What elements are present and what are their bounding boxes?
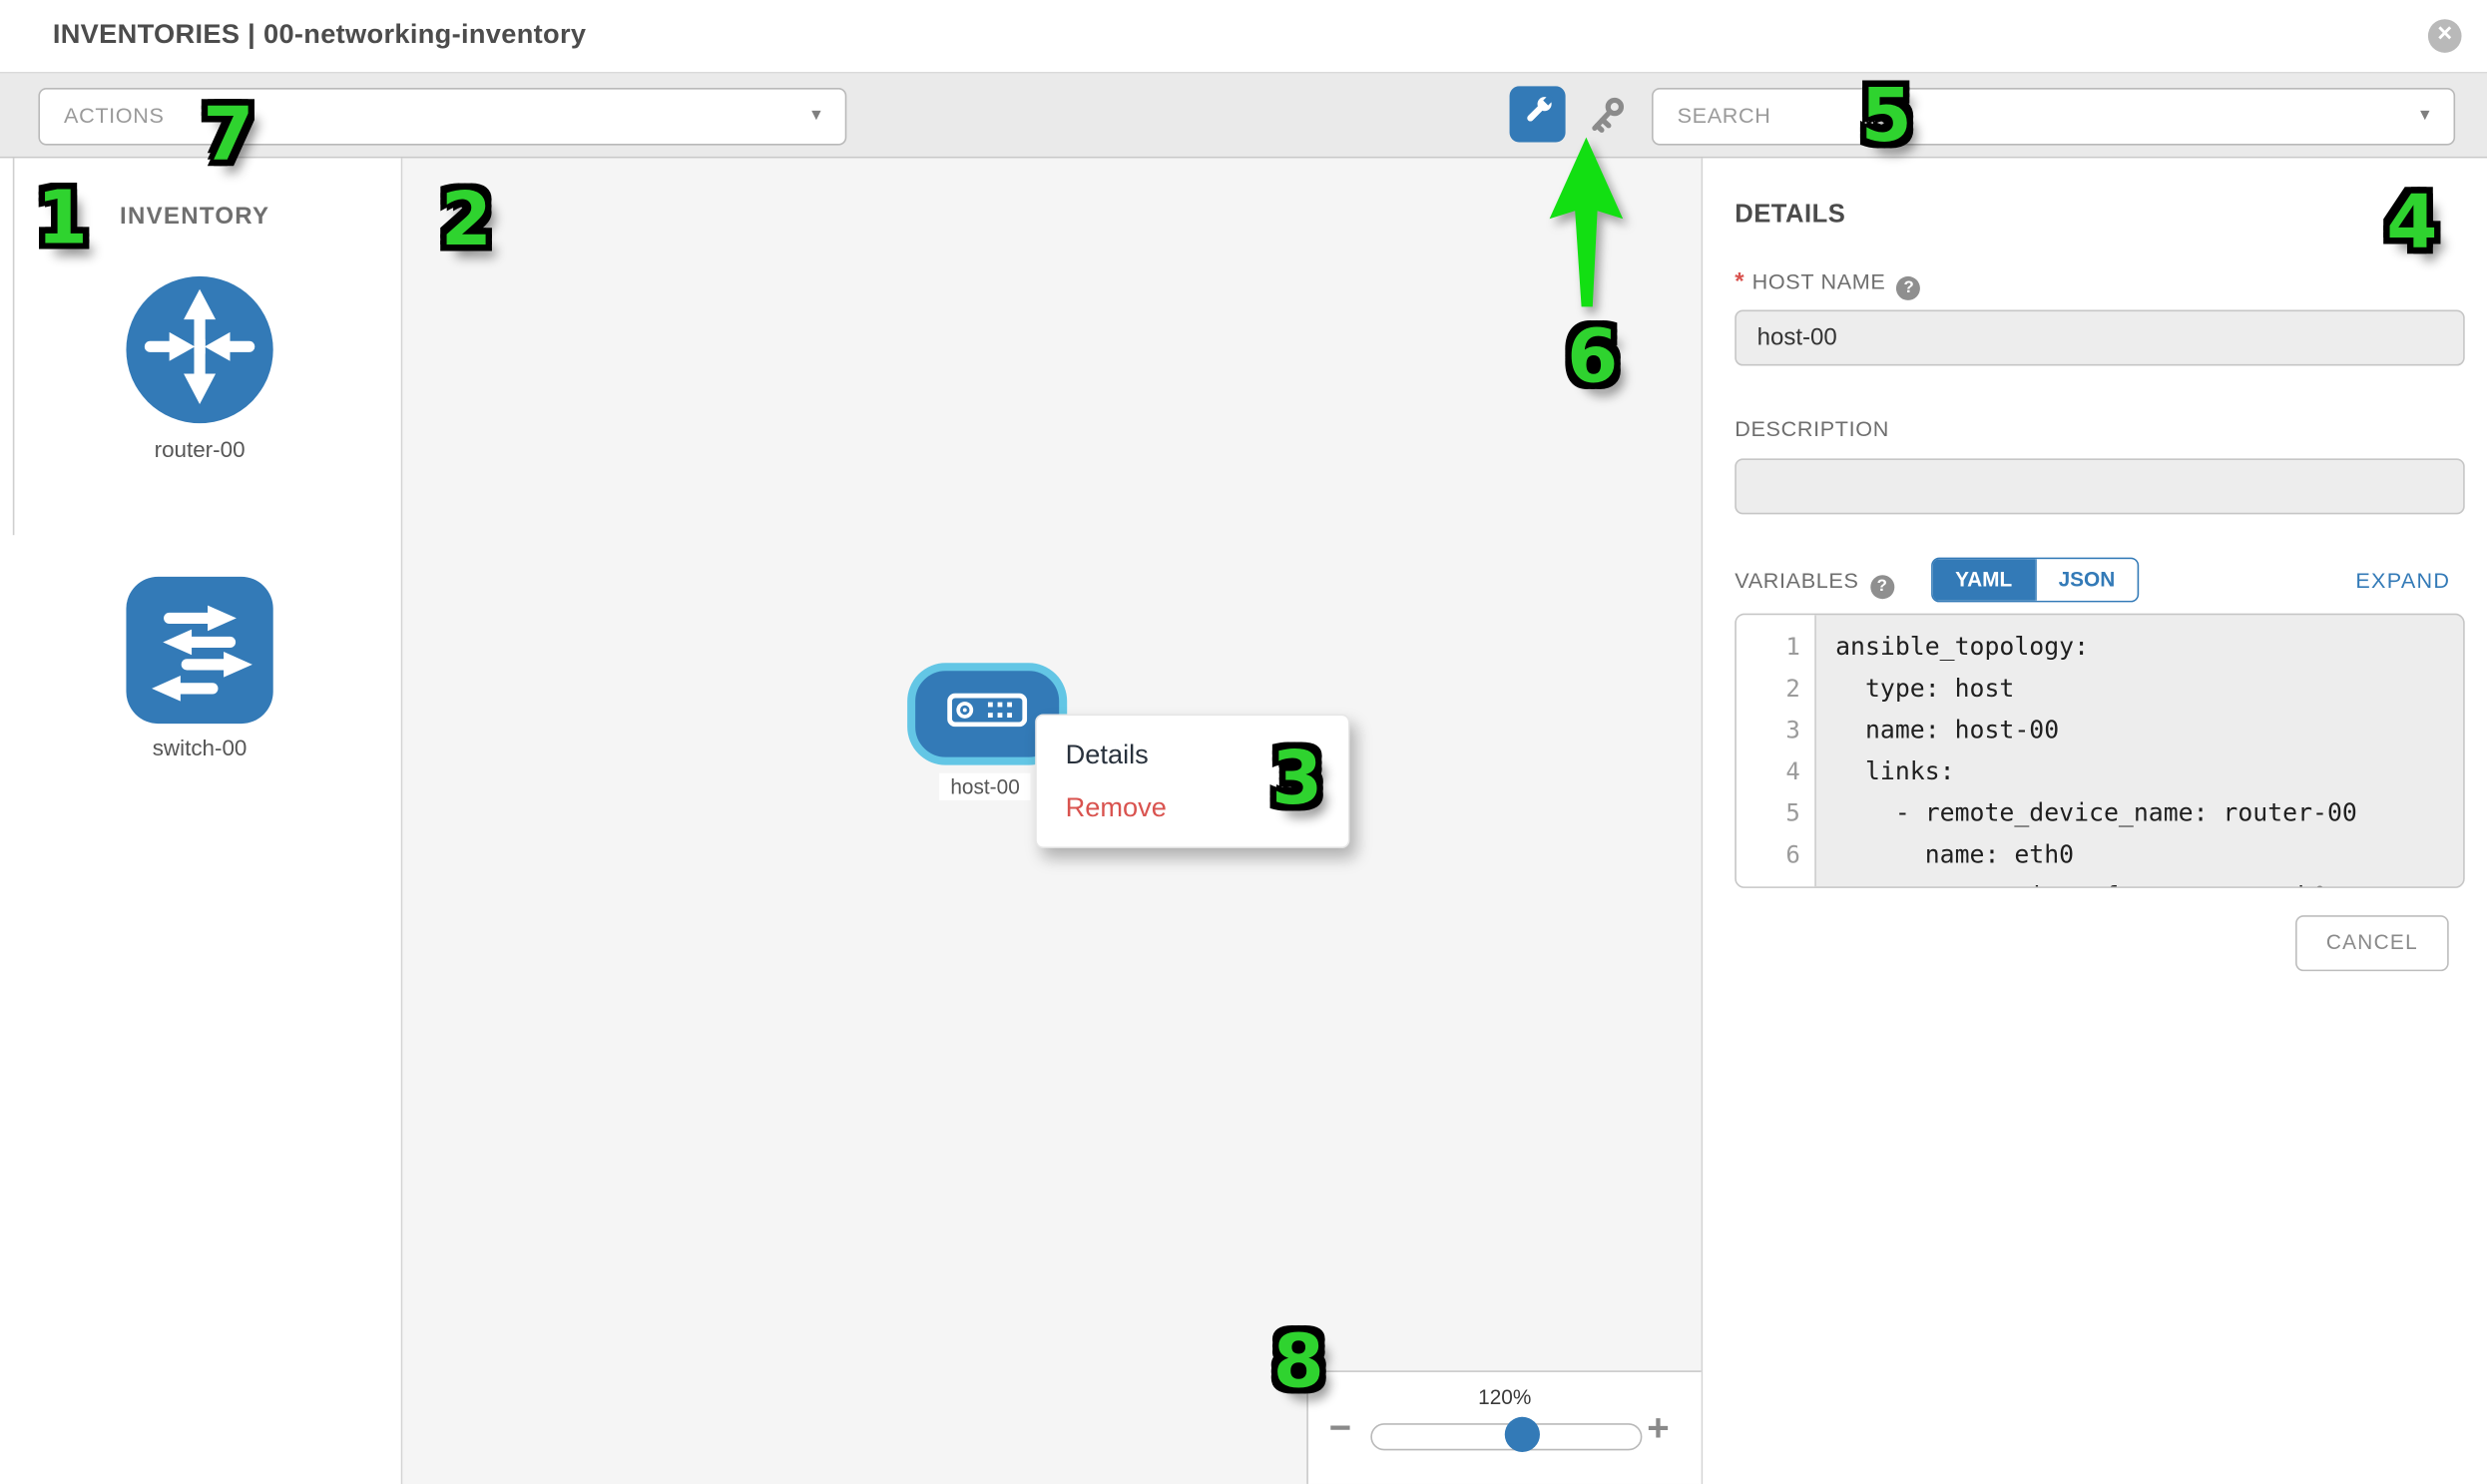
variables-label-row: VARIABLES?: [1735, 567, 1894, 600]
zoom-slider-handle[interactable]: [1504, 1416, 1540, 1452]
help-icon[interactable]: ?: [1869, 575, 1894, 600]
host-name-field-label-row: * HOST NAME?: [1735, 267, 1921, 300]
details-panel: DETAILS * HOST NAME? DESCRIPTION VARIABLE…: [1703, 158, 2487, 1484]
wrench-icon: [1520, 93, 1555, 136]
inventory-sidebar: INVENTORY router-00: [0, 158, 403, 1484]
annotation-number-3: 3: [1271, 735, 1323, 821]
zoom-in-button[interactable]: +: [1647, 1407, 1670, 1451]
breadcrumb: INVENTORIES | 00-networking-inventory: [52, 19, 587, 50]
chevron-down-icon: ▼: [808, 107, 824, 125]
line-number: 3: [1785, 716, 1800, 744]
line-number: 7: [1737, 875, 1814, 887]
annotation-number-4: 4: [2386, 179, 2438, 265]
annotation-number-7: 7: [203, 91, 254, 178]
host-name-input[interactable]: [1735, 309, 2465, 366]
page-header: INVENTORIES | 00-networking-inventory ×: [0, 0, 2487, 74]
zoom-level-value: 120%: [1478, 1384, 1532, 1409]
variables-code-editor[interactable]: 1 2 3 4 5 6 7 ansible_topology: type: ho…: [1735, 613, 2465, 888]
sidebar-item-switch-label: switch-00: [152, 735, 248, 760]
code-line: type: host: [1835, 674, 2015, 704]
context-menu: Details Remove: [1035, 714, 1350, 848]
search-dropdown[interactable]: SEARCH ▼: [1652, 88, 2456, 146]
credentials-key-button[interactable]: [1583, 94, 1631, 142]
zoom-control: 120% − +: [1306, 1370, 1702, 1484]
sidebar-item-switch[interactable]: [126, 576, 273, 725]
tools-button[interactable]: [1509, 86, 1566, 143]
sidebar-title: INVENTORY: [120, 203, 270, 231]
sidebar-item-router[interactable]: [126, 275, 273, 424]
host-node-label: host-00: [939, 772, 1031, 800]
editor-code-area[interactable]: ansible_topology: type: host name: host-…: [1816, 615, 2463, 886]
description-label: DESCRIPTION: [1735, 416, 1889, 441]
variables-label: VARIABLES: [1735, 568, 1859, 593]
actions-dropdown[interactable]: ACTIONS ▼: [38, 88, 847, 146]
editor-line-numbers: 1 2 3 4 5 6 7: [1736, 615, 1816, 887]
host-icon: [947, 693, 1028, 736]
help-icon[interactable]: ?: [1896, 275, 1921, 300]
annotation-arrow-up-icon: [1549, 137, 1624, 307]
annotation-number-1: 1: [36, 174, 89, 260]
context-menu-item-details[interactable]: Details: [1065, 740, 1149, 770]
sidebar-scrollbar[interactable]: [12, 158, 15, 536]
code-line: - remote_device_name: router-00: [1835, 798, 2357, 828]
line-number: 1: [1785, 632, 1800, 662]
close-icon[interactable]: ×: [2427, 19, 2462, 53]
code-line: name: eth0: [1835, 839, 2075, 869]
sidebar-item-router-label: router-00: [154, 435, 246, 462]
line-number: 4: [1785, 756, 1800, 786]
code-line: links:: [1835, 756, 1955, 786]
cancel-button[interactable]: CANCEL: [2295, 915, 2449, 972]
code-line: remote_interface_name: eth0: [1835, 875, 2463, 887]
annotation-number-5: 5: [1860, 72, 1912, 159]
required-asterisk: *: [1735, 267, 1744, 296]
toolbar: ACTIONS ▼: [0, 73, 2487, 159]
context-menu-item-remove[interactable]: Remove: [1065, 791, 1167, 823]
variables-format-toggle: YAML JSON: [1931, 557, 2140, 603]
annotation-number-6: 6: [1567, 312, 1619, 400]
line-number: 2: [1785, 674, 1800, 704]
topology-canvas[interactable]: host-00 Details Remove 120% − +: [402, 158, 1704, 1484]
annotation-number-2: 2: [440, 176, 492, 262]
router-icon: [126, 272, 272, 427]
switch-icon: [126, 573, 272, 728]
line-number: 5: [1785, 798, 1800, 828]
json-toggle-button[interactable]: JSON: [2034, 559, 2138, 601]
code-line: name: host-00: [1835, 716, 2060, 744]
description-input[interactable]: [1735, 458, 2465, 515]
code-line: ansible_topology:: [1835, 632, 2090, 662]
search-dropdown-label: SEARCH: [1677, 104, 1771, 129]
zoom-out-button[interactable]: −: [1328, 1407, 1352, 1451]
expand-link[interactable]: EXPAND: [2355, 568, 2451, 593]
key-icon: [1583, 90, 1631, 146]
annotation-number-8: 8: [1272, 1317, 1324, 1404]
host-name-label: HOST NAME: [1751, 269, 1886, 294]
yaml-toggle-button[interactable]: YAML: [1932, 559, 2035, 601]
details-panel-title: DETAILS: [1735, 201, 1846, 229]
line-number: 6: [1785, 839, 1800, 869]
actions-dropdown-label: ACTIONS: [64, 104, 165, 129]
chevron-down-icon: ▼: [2416, 107, 2433, 125]
